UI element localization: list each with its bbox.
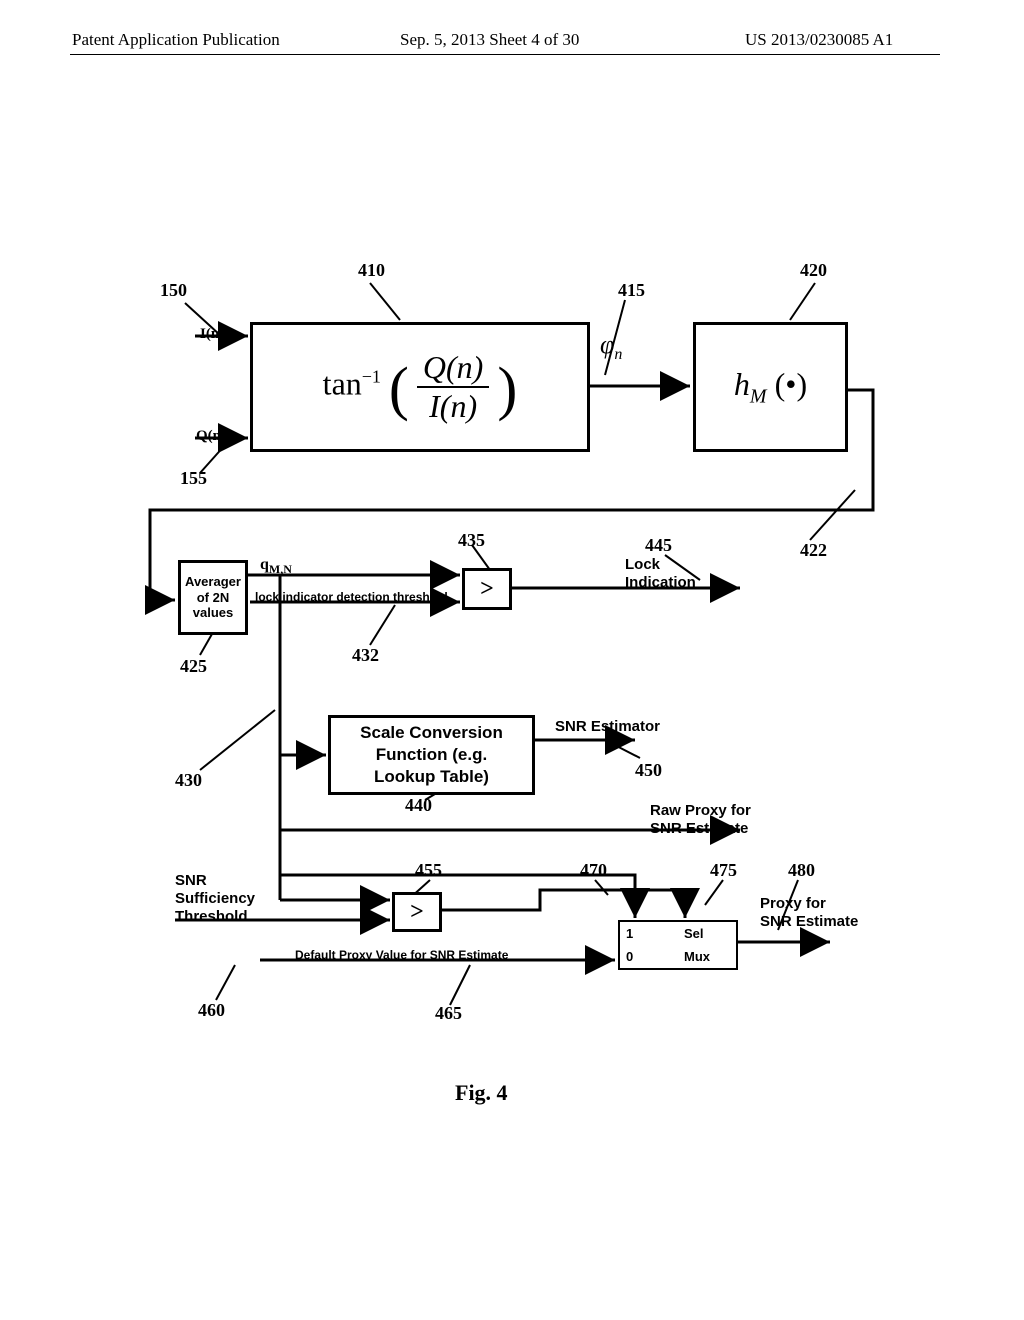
ref-435: 435 — [458, 530, 485, 551]
label-lock-threshold: lock indicator detection threshold — [255, 590, 448, 604]
ref-425: 425 — [180, 656, 207, 677]
mux-input-1: 1 — [626, 926, 633, 941]
scale-line3: Lookup Table) — [360, 766, 503, 788]
ref-420: 420 — [800, 260, 827, 281]
gt-symbol-2: > — [410, 899, 424, 926]
label-snr-suff-l1: SNR — [175, 872, 207, 889]
label-lock-indication-l2: Indication — [625, 574, 696, 591]
signal-Q: Q(n) — [196, 428, 226, 445]
label-snr-estimator: SNR Estimator — [555, 718, 660, 735]
scale-line1: Scale Conversion — [360, 722, 503, 744]
ref-445: 445 — [645, 535, 672, 556]
ref-432: 432 — [352, 645, 379, 666]
block-hm: hM (•) — [693, 322, 848, 452]
ref-430: 430 — [175, 770, 202, 791]
ref-455: 455 — [415, 860, 442, 881]
ref-465: 465 — [435, 1003, 462, 1024]
averager-line1: Averager — [185, 574, 241, 590]
averager-line2: of 2N — [185, 590, 241, 606]
atan-formula: tan−1 ( Q(n) I(n) ) — [323, 349, 518, 425]
mux-name-label: Mux — [684, 949, 710, 964]
scale-line2: Function (e.g. — [360, 744, 503, 766]
block-scale-conversion: Scale Conversion Function (e.g. Lookup T… — [328, 715, 535, 795]
label-raw-proxy-l2: SNR Estimate — [650, 820, 748, 837]
signal-phi: φn — [600, 330, 622, 364]
signal-I: I(n) — [200, 326, 224, 343]
block-comparator-snr: > — [392, 892, 442, 932]
label-snr-suff-l3: Threshold — [175, 908, 248, 925]
mux-input-0: 0 — [626, 949, 633, 964]
ref-480: 480 — [788, 860, 815, 881]
ref-422: 422 — [800, 540, 827, 561]
ref-450: 450 — [635, 760, 662, 781]
block-comparator-lock: > — [462, 568, 512, 610]
ref-150: 150 — [160, 280, 187, 301]
averager-line3: values — [185, 605, 241, 621]
signal-qmn: qM,N — [260, 556, 292, 577]
ref-470: 470 — [580, 860, 607, 881]
label-lock-indication-l1: Lock — [625, 556, 660, 573]
label-proxy-l1: Proxy for — [760, 895, 826, 912]
hm-formula: hM (•) — [734, 366, 807, 408]
figure-caption: Fig. 4 — [455, 1080, 508, 1106]
mux-sel-label: Sel — [684, 926, 704, 941]
gt-symbol-1: > — [480, 576, 494, 603]
ref-460: 460 — [198, 1000, 225, 1021]
label-raw-proxy-l1: Raw Proxy for — [650, 802, 751, 819]
block-mux: 1 0 Sel Mux — [618, 920, 738, 970]
label-snr-suff-l2: Sufficiency — [175, 890, 255, 907]
diagram-wires — [0, 0, 1024, 1320]
label-proxy-l2: SNR Estimate — [760, 913, 858, 930]
block-averager: Averager of 2N values — [178, 560, 248, 635]
ref-440: 440 — [405, 795, 432, 816]
ref-410: 410 — [358, 260, 385, 281]
block-arctan: tan−1 ( Q(n) I(n) ) — [250, 322, 590, 452]
ref-155: 155 — [180, 468, 207, 489]
ref-475: 475 — [710, 860, 737, 881]
label-default-proxy: Default Proxy Value for SNR Estimate — [295, 948, 508, 962]
ref-415: 415 — [618, 280, 645, 301]
